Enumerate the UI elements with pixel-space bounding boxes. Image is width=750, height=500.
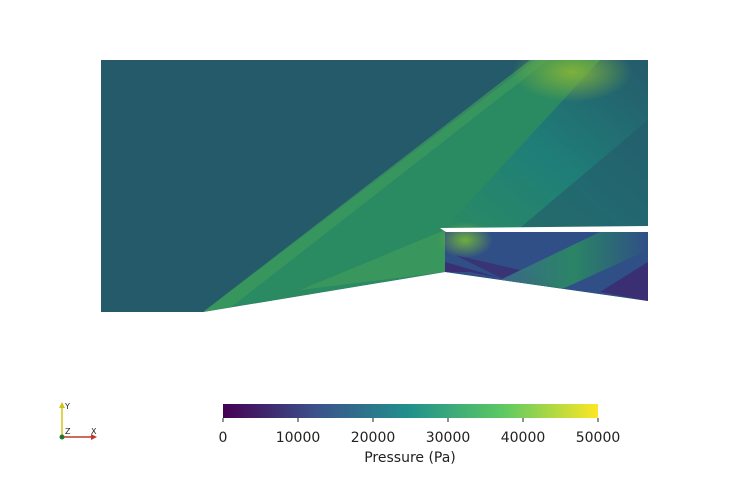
y-axis-arrow <box>59 402 65 408</box>
ramp-compression <box>300 230 445 290</box>
colorbar-title: Pressure (Pa) <box>364 450 456 466</box>
pressure-field <box>101 60 648 312</box>
colorbar-ticks: 0 10000 20000 30000 40000 50000 <box>219 418 621 446</box>
z-axis-dot <box>59 434 65 440</box>
colorbar-tick-label: 0 <box>219 430 228 446</box>
colorbar-tick-label: 40000 <box>501 430 546 446</box>
shock-band <box>203 60 548 312</box>
colorbar-tick-label: 10000 <box>276 430 321 446</box>
high-pressure-spot <box>512 60 632 102</box>
expansion-wedge <box>445 262 500 278</box>
splitter-plate <box>440 226 648 232</box>
colorbar[interactable]: 0 10000 20000 30000 40000 50000 Pressure (Pa) <box>219 404 621 466</box>
reflected-wave <box>500 232 648 290</box>
orientation-axes[interactable]: Y Z X <box>59 402 97 440</box>
splitter-tip-compression <box>437 222 493 258</box>
colorbar-gradient <box>223 404 598 418</box>
colorbar-tick-label: 20000 <box>351 430 396 446</box>
x-axis-label: X <box>91 427 97 436</box>
low-pressure-corner <box>600 262 648 301</box>
y-axis-label: Y <box>64 402 70 411</box>
upper-right-zone <box>520 120 648 228</box>
colorbar-tick-label: 50000 <box>576 430 621 446</box>
colorbar-tick-label: 30000 <box>426 430 471 446</box>
x-axis-arrow <box>91 434 97 440</box>
z-axis-label: Z <box>65 427 71 436</box>
